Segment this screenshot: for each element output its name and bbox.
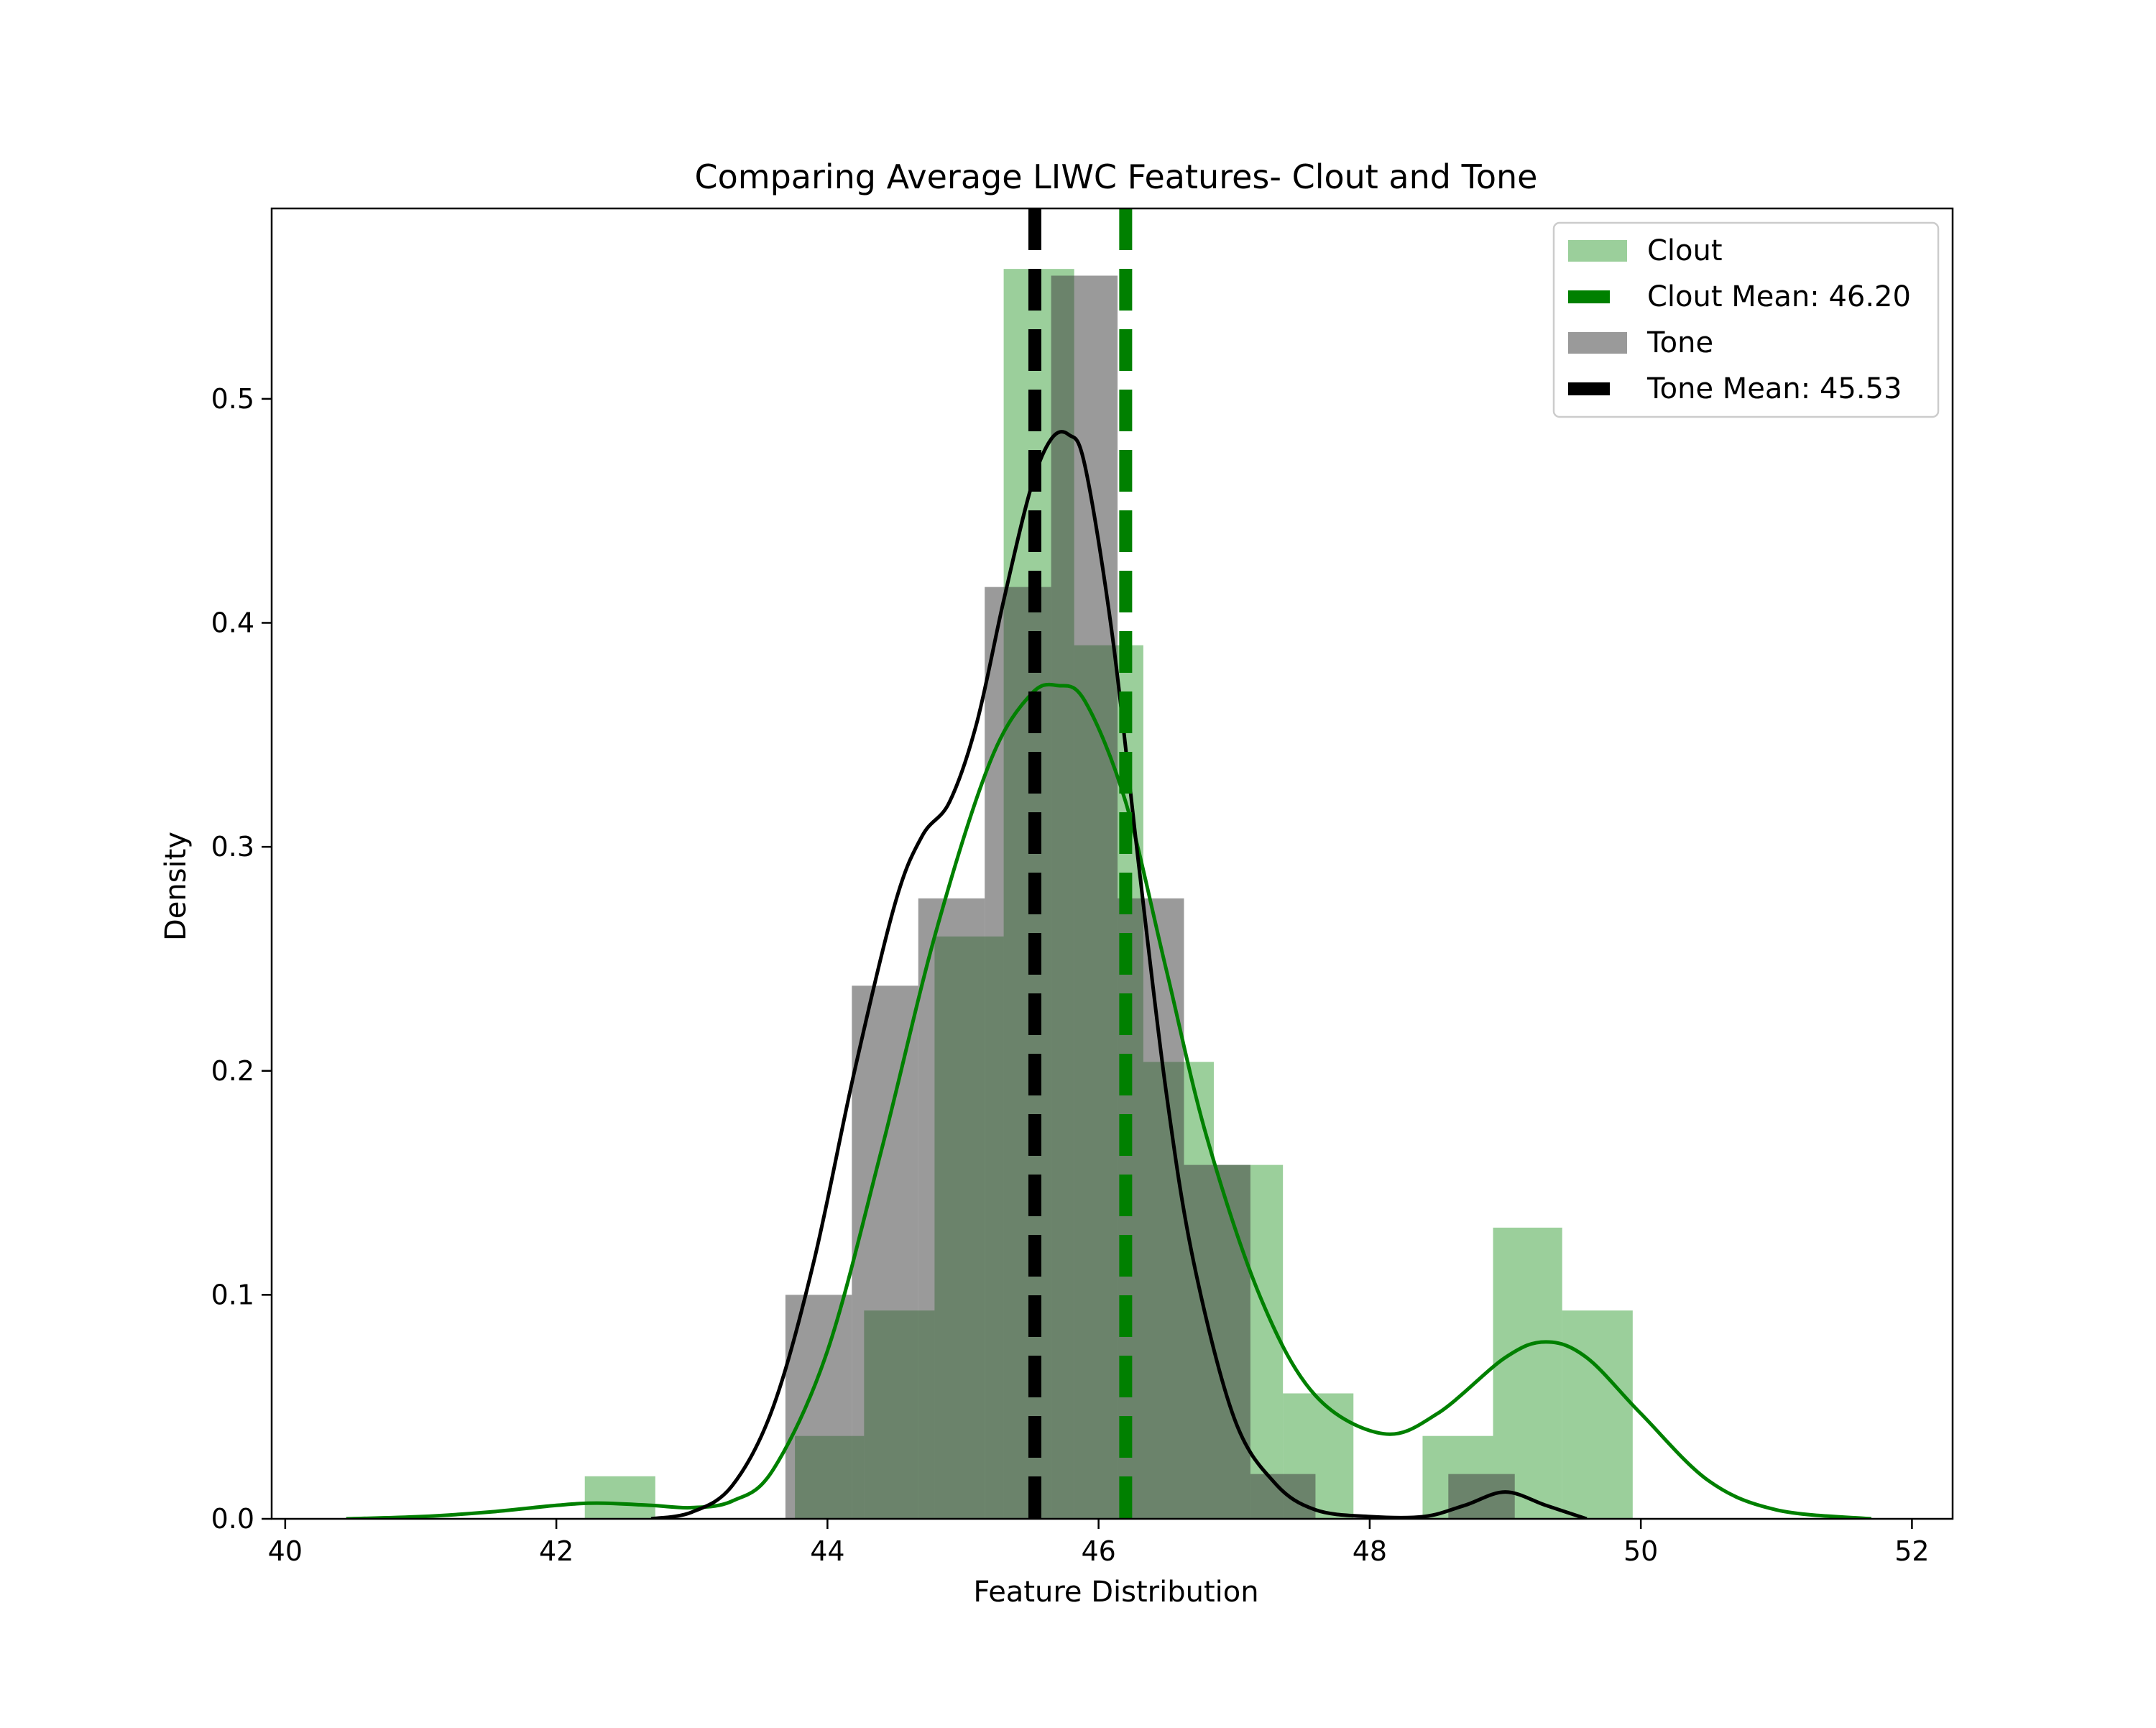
x-tick-label: 44: [810, 1535, 844, 1567]
legend-box: [1552, 221, 1940, 418]
y-tick-label: 0.4: [211, 607, 254, 639]
plot-content: [346, 208, 1872, 1519]
tone-bar: [1051, 275, 1118, 1519]
x-tick-label: 46: [1081, 1535, 1115, 1567]
y-tick-label: 0.2: [211, 1055, 254, 1087]
legend-label-clout: Clout: [1647, 234, 1723, 267]
legend-label-tone-mean-45-53: Tone Mean: 45.53: [1646, 372, 1902, 405]
y-tick-label: 0.3: [211, 831, 254, 863]
y-tick-label: 0.0: [211, 1503, 254, 1535]
y-axis-label: Density: [160, 832, 193, 941]
clout-bar: [1493, 1227, 1562, 1519]
tone-bar: [1184, 1164, 1250, 1519]
legend-label-tone: Tone: [1646, 326, 1713, 359]
x-tick-label: 50: [1623, 1535, 1658, 1567]
clout-kde-curve: [346, 682, 1872, 1519]
y-tick-label: 0.1: [211, 1279, 254, 1310]
legend-swatch-clout: [1568, 240, 1627, 262]
x-tick-label: 40: [268, 1535, 303, 1567]
tone-bar: [1250, 1474, 1316, 1519]
x-axis-label: Feature Distribution: [973, 1576, 1258, 1609]
clout-bar: [1562, 1310, 1633, 1519]
y-tick-label: 0.5: [211, 383, 254, 415]
legend-swatch-tone: [1568, 332, 1627, 354]
legend: Clout Clout Mean: 46.20 Tone Tone Mean: 45.…: [1552, 221, 1940, 418]
tone-bar: [852, 985, 918, 1519]
tone-kde-curve: [650, 430, 1588, 1519]
tone-bar: [918, 898, 985, 1519]
plot-area: [346, 208, 1872, 1519]
legend-label-clout-mean-46-20: Clout Mean: 46.20: [1647, 280, 1911, 313]
tone-bar: [1448, 1474, 1515, 1519]
plot-frame: [270, 207, 1954, 1520]
x-tick-label: 48: [1353, 1535, 1387, 1567]
clout-bar: [584, 1476, 655, 1519]
x-tick-label: 42: [539, 1535, 573, 1567]
x-tick-label: 52: [1894, 1535, 1929, 1567]
chart-title: Comparing Average LIWC Features- Clout a…: [695, 157, 1538, 196]
axes: 40 42 44 46 48 50 52 0.0 0.1 0.2 0.3 0.4 0.5: [211, 207, 1954, 1567]
